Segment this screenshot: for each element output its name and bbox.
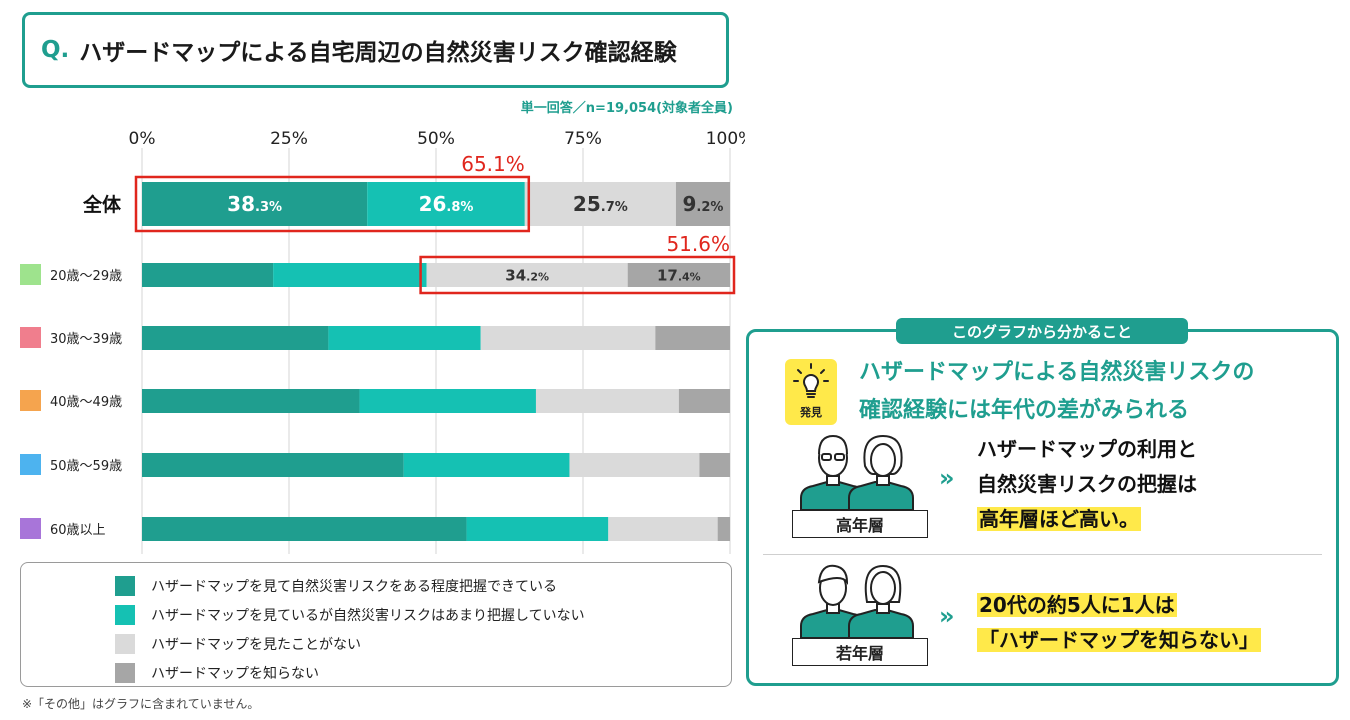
- bar-segment: [524, 182, 676, 226]
- bar-segment: [273, 263, 427, 287]
- category-label: 20歳～29歳: [50, 269, 122, 284]
- discovery-label: 発見: [800, 406, 822, 419]
- bar-segment: [359, 389, 536, 413]
- category-label: 50歳～59歳: [50, 459, 122, 474]
- finding-senior: ハザードマップの利用と 自然災害リスクの把握は 高年層ほど高い。: [977, 432, 1197, 537]
- headline-line: 確認経験には年代の差がみられる: [859, 398, 1190, 423]
- bar-segment: [699, 453, 730, 477]
- x-tick-label: 25%: [270, 129, 308, 149]
- bar-segment: [426, 263, 628, 287]
- legend-label: ハザードマップを見て自然災害リスクをある程度把握できている: [151, 578, 557, 595]
- legend-item: ハザードマップを見たことがない: [115, 629, 731, 658]
- bar-segment: [466, 517, 609, 541]
- bar-segment: [608, 517, 718, 541]
- question-title: Q. ハザードマップによる自宅周辺の自然災害リスク確認経験: [22, 12, 729, 88]
- bar-segment: [142, 326, 329, 350]
- category-label: 40歳～49歳: [50, 395, 122, 410]
- chevron-icon: »: [939, 464, 955, 492]
- legend-label: ハザードマップを見ているが自然災害リスクはあまり把握していない: [151, 607, 585, 624]
- finding-young: 20代の約5人に1人は 「ハザードマップを知らない」: [977, 588, 1261, 658]
- group-label-senior: 高年層: [792, 510, 928, 538]
- data-label: 38.3%: [227, 192, 282, 216]
- question-prefix: Q.: [41, 37, 70, 63]
- legend-swatch: [115, 662, 135, 683]
- x-tick-label: 75%: [564, 129, 602, 149]
- highlight-total-label: 65.1%: [461, 152, 525, 176]
- lightbulb-icon: [793, 363, 829, 398]
- sample-note: 単一回答／n=19,054(対象者全員): [520, 101, 733, 116]
- data-label: 17.4%: [657, 266, 701, 284]
- x-tick-label: 100%: [706, 129, 745, 149]
- data-label: 9.2%: [682, 192, 723, 216]
- legend-item: ハザードマップを見ているが自然災害リスクはあまり把握していない: [115, 600, 731, 629]
- headline-line: ハザードマップによる自然災害リスクの: [859, 360, 1255, 385]
- category-marker: [20, 327, 41, 348]
- bar-segment: [142, 263, 274, 287]
- x-tick-label: 50%: [417, 129, 455, 149]
- bar-segment: [678, 389, 730, 413]
- bar-segment: [627, 263, 730, 287]
- bar-segment: [655, 326, 730, 350]
- group-label-young: 若年層: [792, 638, 928, 666]
- bar-segment: [328, 326, 481, 350]
- legend: ハザードマップを見て自然災害リスクをある程度把握できている ハザードマップを見て…: [20, 562, 732, 687]
- finding-line: 20代の約5人に1人は: [977, 588, 1261, 623]
- legend-swatch: [115, 604, 135, 625]
- findings-panel: このグラフから分かること 発見 ハザードマップによる自然災害リスクの 確認経験に…: [746, 318, 1339, 686]
- panel-tag: このグラフから分かること: [896, 318, 1188, 344]
- highlight-total-label: 51.6%: [666, 232, 730, 256]
- category-marker: [20, 454, 41, 475]
- legend-label: ハザードマップを知らない: [151, 665, 319, 682]
- data-label: 26.8%: [419, 192, 474, 216]
- category-label: 30歳～39歳: [50, 332, 122, 347]
- footnote: ※「その他」はグラフに含まれていません。: [22, 697, 260, 711]
- legend-item: ハザードマップを見て自然災害リスクをある程度把握できている: [115, 571, 731, 600]
- bar-segment: [367, 182, 525, 226]
- elderly-couple-icon: [800, 434, 914, 510]
- x-tick-label: 0%: [129, 129, 156, 149]
- category-label: 60歳以上: [50, 523, 106, 538]
- data-label: 25.7%: [573, 192, 628, 216]
- young-couple-icon: [800, 564, 914, 638]
- bar-segment: [403, 453, 570, 477]
- bar-segment: [142, 389, 360, 413]
- discovery-badge: 発見: [785, 359, 837, 425]
- finding-line: 「ハザードマップを知らない」: [977, 623, 1261, 658]
- highlight: 「ハザードマップを知らない」: [977, 628, 1261, 652]
- bar-segment: [675, 182, 730, 226]
- legend-swatch: [115, 633, 135, 654]
- bar-segment: [480, 326, 656, 350]
- category-label: 全体: [82, 193, 122, 216]
- bar-segment: [535, 389, 679, 413]
- question-text: ハザードマップによる自宅周辺の自然災害リスク確認経験: [79, 40, 677, 66]
- highlight-box: [134, 175, 531, 233]
- legend-label: ハザードマップを見たことがない: [151, 636, 361, 653]
- panel-headline: ハザードマップによる自然災害リスクの 確認経験には年代の差がみられる: [859, 354, 1254, 430]
- legend-swatch: [115, 575, 135, 596]
- highlight-box: [419, 255, 736, 295]
- bar-segment: [569, 453, 700, 477]
- category-marker: [20, 390, 41, 411]
- bar-segment: [142, 453, 404, 477]
- category-marker: [20, 518, 41, 539]
- bar-segment: [142, 517, 467, 541]
- finding-line: ハザードマップの利用と: [977, 437, 1197, 461]
- highlight: 高年層ほど高い。: [977, 507, 1141, 531]
- chevron-icon: »: [939, 602, 955, 630]
- bar-segment: [142, 182, 368, 226]
- category-marker: [20, 264, 41, 285]
- divider: [763, 554, 1322, 555]
- legend-item: ハザードマップを知らない: [115, 658, 731, 687]
- data-label: 34.2%: [505, 266, 549, 284]
- finding-line: 自然災害リスクの把握は: [977, 472, 1197, 496]
- stacked-bar-chart: 0% 25% 50% 75% 100% 全体 20歳～29歳 30歳～39歳 40歳～49歳 50…: [20, 129, 745, 554]
- highlight: 20代の約5人に1人は: [977, 593, 1177, 617]
- finding-line: 高年層ほど高い。: [977, 502, 1197, 537]
- bar-segment: [717, 517, 730, 541]
